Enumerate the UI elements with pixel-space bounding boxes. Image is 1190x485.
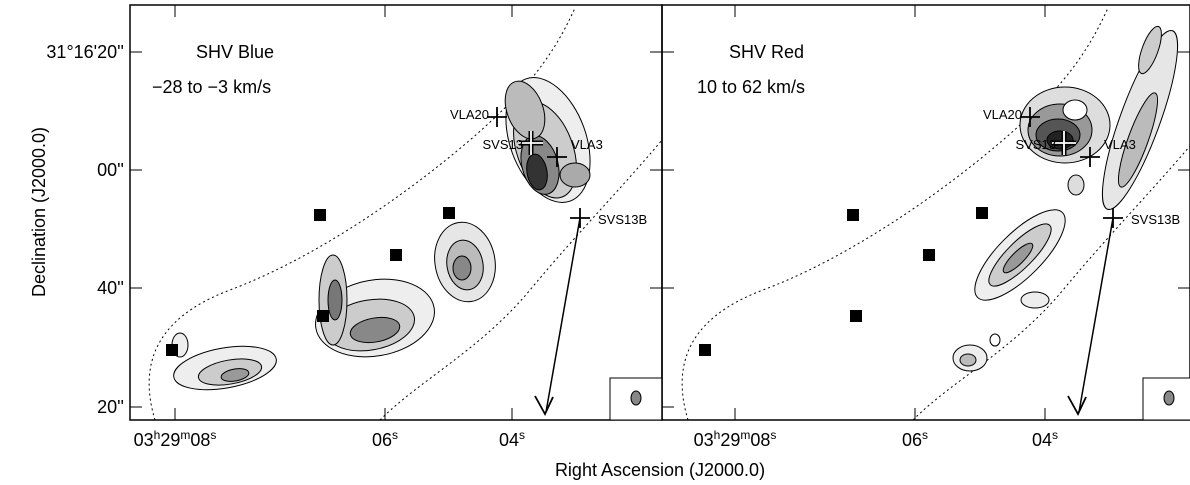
source-label: SVS13 [483,137,523,152]
y-axis-label: Declination (J2000.0) [29,127,49,297]
x-tick-label: 03h29m08s [694,428,777,450]
source-label: SVS13 [1016,137,1056,152]
marker-square [166,344,178,356]
x-tick-part: m [740,428,750,442]
x-tick-part: s [1052,428,1058,442]
x-tick-part: 08 [750,430,770,450]
marker-square [923,249,935,261]
marker-square [976,207,988,219]
figure: Declination (J2000.0) Right Ascension (J… [0,0,1190,485]
contour [1063,100,1087,120]
source-label: SVS13B [598,212,647,227]
x-axis-label: Right Ascension (J2000.0) [555,460,765,480]
x-tick-part: 29 [720,430,740,450]
source-label: SVS13B [1131,212,1180,227]
arrow-head [1068,396,1086,414]
velocity-range: 10 to 62 km/s [697,77,805,97]
marker-square [850,310,862,322]
x-tick-label: 06s [372,428,398,450]
panel-title: SHV Red [729,42,804,62]
x-tick-part: s [519,428,525,442]
marker-square [317,310,329,322]
x-tick-part: s [770,428,776,442]
x-tick-part: h [154,428,161,442]
marker-square [443,207,455,219]
y-tick-label: 40'' [97,278,124,298]
x-tick-part: 29 [160,430,180,450]
x-tick-part: 03 [694,430,714,450]
source-label: VLA3 [1104,137,1136,152]
x-tick-label: 04s [1032,428,1058,450]
x-tick-part: 08 [190,430,210,450]
y-tick-label: 20'' [97,397,124,417]
y-tick-label: 31°16'20'' [46,42,124,62]
x-tick-part: s [922,428,928,442]
marker-square [314,209,326,221]
source-label: VLA20 [450,107,489,122]
x-tick-part: s [210,428,216,442]
contour [990,334,1000,346]
contour [328,280,342,320]
x-tick-part: m [180,428,190,442]
x-tick-part: h [714,428,721,442]
marker-square [847,209,859,221]
x-tick-part: 04 [499,430,519,450]
contour [560,163,590,187]
y-tick-label: 00'' [97,160,124,180]
panel-title: SHV Blue [196,42,274,62]
x-tick-label: 04s [499,428,525,450]
velocity-range: −28 to −3 km/s [152,77,271,97]
panel-frame [662,5,1190,420]
x-tick-part: 06 [372,430,392,450]
source-label: VLA3 [571,137,603,152]
beam [1164,391,1174,405]
marker-square [699,344,711,356]
contour [960,354,976,366]
arrow [1079,218,1113,412]
x-tick-part: s [392,428,398,442]
x-tick-part: 03 [134,430,154,450]
contour [453,256,471,280]
source-label: VLA20 [983,107,1022,122]
marker-square [390,249,402,261]
contour [1021,292,1049,308]
arrow [546,218,580,412]
arrow-head [535,396,553,414]
x-tick-label: 06s [902,428,928,450]
contour [1068,175,1084,195]
x-tick-part: 06 [902,430,922,450]
x-tick-part: 04 [1032,430,1052,450]
beam [631,391,641,405]
x-tick-label: 03h29m08s [134,428,217,450]
